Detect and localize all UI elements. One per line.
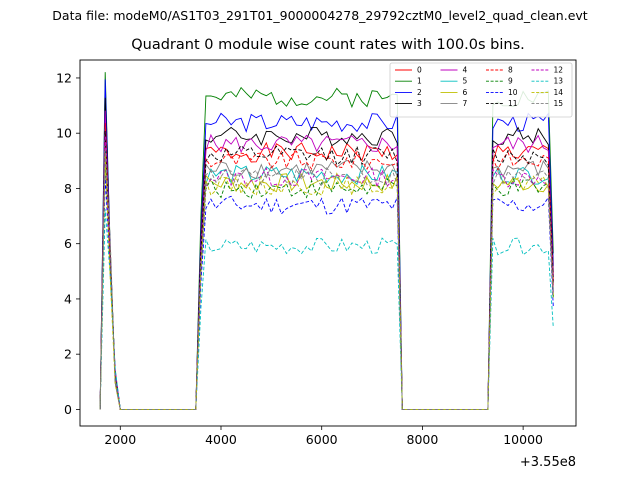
y-tick-label: 12 xyxy=(56,70,72,85)
legend-label-0: 0 xyxy=(417,66,422,75)
legend-label-14: 14 xyxy=(554,88,564,97)
x-offset-label: +3.55e8 xyxy=(520,455,576,470)
series-line-15 xyxy=(99,149,554,410)
x-tick-label: 2000 xyxy=(104,432,136,447)
legend-label-3: 3 xyxy=(417,99,422,108)
series-line-9 xyxy=(99,155,554,410)
y-tick-label: 2 xyxy=(64,347,72,362)
legend-label-9: 9 xyxy=(508,77,513,86)
axes-frame xyxy=(79,59,577,427)
x-tick-label: 4000 xyxy=(205,432,237,447)
legend-label-8: 8 xyxy=(508,66,513,75)
series-line-5 xyxy=(99,145,554,410)
legend-label-13: 13 xyxy=(554,77,564,86)
x-axis: 2000 4000 6000 8000 10000 xyxy=(104,426,543,447)
legend-label-11: 11 xyxy=(508,99,518,108)
series-line-8 xyxy=(99,123,554,410)
legend-label-12: 12 xyxy=(554,66,564,75)
legend-box xyxy=(389,62,573,118)
series-line-14 xyxy=(99,152,554,410)
series-line-7 xyxy=(99,126,554,410)
series-line-0 xyxy=(99,122,554,410)
legend-label-7: 7 xyxy=(463,99,468,108)
x-tick-label: 10000 xyxy=(503,432,543,447)
legend-label-1: 1 xyxy=(417,77,422,86)
legend-label-10: 10 xyxy=(508,88,518,97)
figure-suptitle: Data file: modeM0/AS1T03_291T01_90000042… xyxy=(52,8,587,23)
x-tick-label: 6000 xyxy=(306,432,338,447)
legend-label-15: 15 xyxy=(554,99,564,108)
series-line-3 xyxy=(99,97,554,410)
series-line-4 xyxy=(99,110,554,410)
y-tick-label: 10 xyxy=(56,126,72,141)
series-line-1 xyxy=(99,72,554,410)
series-line-12 xyxy=(99,135,554,410)
series-line-11 xyxy=(99,131,554,410)
legend-label-4: 4 xyxy=(463,66,468,75)
x-tick-label: 8000 xyxy=(407,432,439,447)
y-axis: 0 2 4 6 8 10 12 xyxy=(56,70,80,417)
legend-label-5: 5 xyxy=(463,77,468,86)
chart-title: Quadrant 0 module wise count rates with … xyxy=(131,37,525,53)
series-line-6 xyxy=(99,158,554,410)
y-tick-label: 4 xyxy=(64,291,72,306)
series-line-2 xyxy=(99,79,554,410)
series-line-10 xyxy=(99,176,554,410)
y-tick-label: 0 xyxy=(64,402,72,417)
y-tick-label: 6 xyxy=(64,236,72,251)
y-tick-label: 8 xyxy=(64,181,72,196)
series-line-13 xyxy=(99,209,554,410)
legend-label-6: 6 xyxy=(463,88,468,97)
plot-area xyxy=(99,72,554,410)
legend-label-2: 2 xyxy=(417,88,422,97)
